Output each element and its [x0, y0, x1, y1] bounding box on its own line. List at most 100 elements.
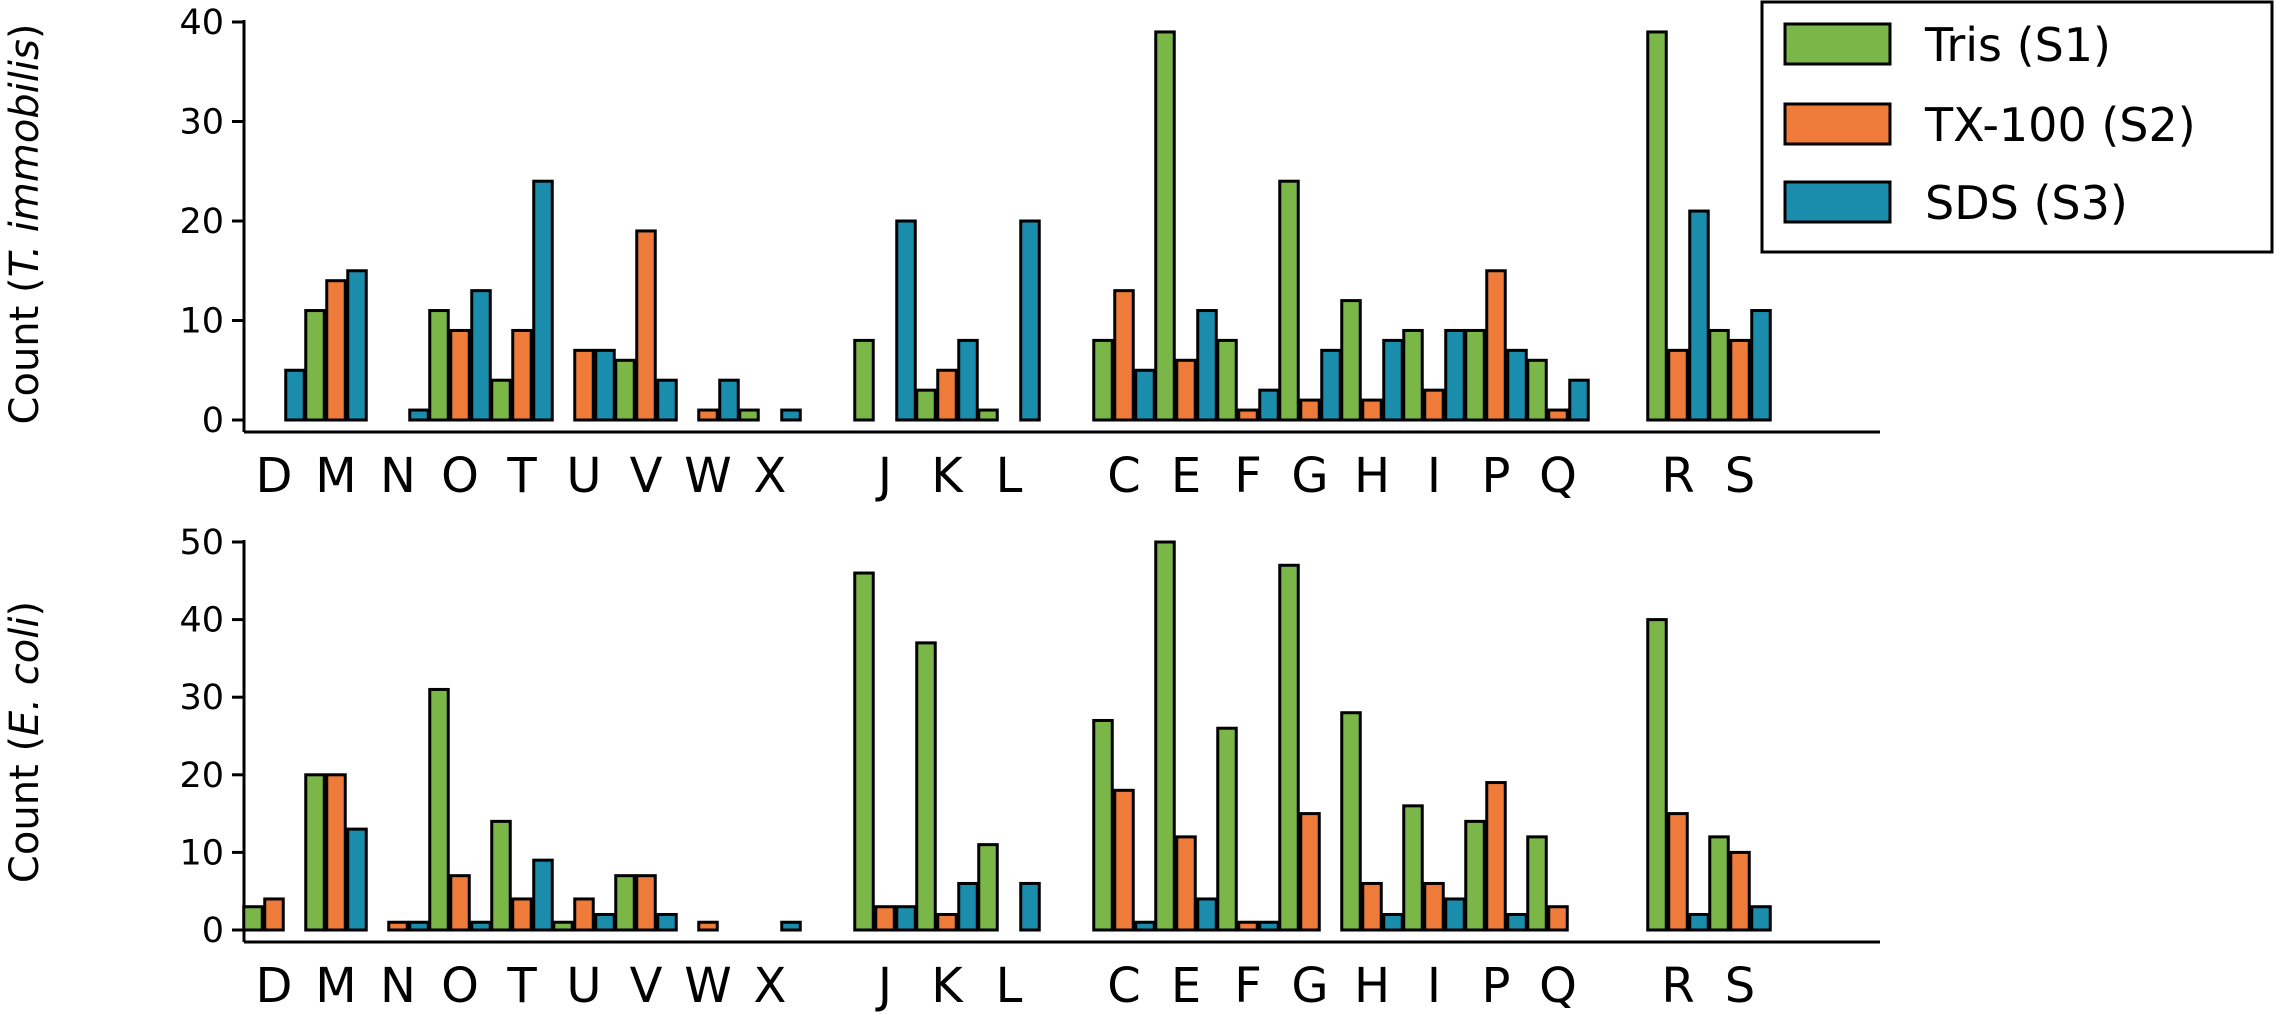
bar-U-s2	[573, 897, 595, 932]
bar-P-s1	[1464, 819, 1486, 932]
bar-O-s1	[428, 687, 450, 932]
bar-T-s3	[532, 179, 554, 422]
bar-H-s2	[1361, 398, 1383, 422]
bar-R-s3	[1688, 912, 1710, 932]
bar-H-s1	[1340, 299, 1362, 422]
legend-item-tris: Tris (S1)	[1783, 18, 2111, 72]
bar-O-s2	[449, 328, 471, 422]
bar-P-s1	[1464, 328, 1486, 422]
bar-Q-s1	[1526, 835, 1548, 932]
y-tick-label: 0	[202, 911, 224, 951]
bar-E-s3	[1196, 309, 1218, 422]
x-tick-label: L	[996, 448, 1023, 504]
x-tick-label: U	[566, 958, 601, 1014]
y-tick-label: 50	[179, 523, 224, 563]
x-tick-label: I	[1427, 448, 1441, 504]
bar-L-s3	[1019, 881, 1041, 932]
bar-M-s1	[304, 773, 326, 932]
x-tick-label: C	[1107, 448, 1141, 504]
bar-V-s1	[614, 358, 636, 422]
bar-F-s1	[1216, 338, 1238, 422]
bar-P-s2	[1485, 269, 1507, 422]
legend-label-tris: Tris (S1)	[1924, 18, 2111, 72]
bar-H-s3	[1382, 912, 1404, 932]
x-tick-label: M	[315, 958, 356, 1014]
bar-K-s1	[915, 641, 937, 932]
bar-E-s2	[1175, 835, 1197, 932]
bar-W-s3	[718, 378, 740, 422]
x-tick-label: W	[684, 448, 731, 504]
bar-D-s2	[263, 897, 285, 932]
y-axis-label-suffix: )	[2, 24, 48, 40]
bar-R-s2	[1667, 812, 1689, 932]
x-tick-label: N	[380, 958, 416, 1014]
bar-O-s1	[428, 309, 450, 422]
x-tick-label: D	[256, 448, 293, 504]
bar-S-s2	[1729, 850, 1751, 932]
bar-S-s1	[1708, 835, 1730, 932]
bar-M-s3	[346, 827, 368, 932]
top-panel-t-immobilis: 0 10 20 30 40 Count (T. immobilis) D M N O T U V W X J K…	[2, 3, 1880, 504]
x-tick-label: H	[1354, 958, 1390, 1014]
bar-C-s3	[1134, 368, 1156, 422]
y-axis-label: Count (E. coli)	[2, 601, 48, 883]
x-tick-label: J	[875, 958, 892, 1014]
bar-L-s3	[1019, 219, 1041, 422]
bar-F-s2	[1237, 920, 1259, 932]
y-axis-label-organism: E. coli	[2, 617, 48, 736]
bar-T-s3	[532, 858, 554, 932]
bar-V-s2	[635, 229, 657, 422]
bar-S-s3	[1750, 905, 1772, 932]
y-tick-label: 10	[179, 833, 224, 873]
bar-I-s1	[1402, 328, 1424, 422]
x-tick-label: E	[1171, 958, 1201, 1014]
x-tick-label: T	[506, 448, 537, 504]
y-axis-label-organism: T. immobilis	[2, 39, 48, 277]
bar-N-s3	[408, 920, 430, 932]
bar-Q-s2	[1547, 408, 1569, 422]
bar-U-s2	[573, 348, 595, 422]
y-tick-label: 30	[179, 678, 224, 718]
bar-L-s1	[977, 843, 999, 932]
y-tick-label: 20	[179, 756, 224, 796]
x-tick-label: M	[315, 448, 356, 504]
legend-item-tx100: TX-100 (S2)	[1783, 98, 2196, 152]
x-tick-label: V	[630, 958, 663, 1014]
bar-J-s3	[895, 219, 917, 422]
bar-D-s3	[284, 368, 306, 422]
bar-V-s3	[656, 912, 678, 932]
y-tick-label: 40	[179, 3, 224, 43]
legend: Tris (S1) TX-100 (S2) SDS (S3)	[1760, 0, 2274, 254]
x-tick-label: W	[684, 958, 731, 1014]
bar-M-s2	[325, 773, 347, 932]
x-tick-label: K	[931, 958, 964, 1014]
bar-O-s2	[449, 874, 471, 932]
bar-C-s2	[1113, 289, 1135, 422]
bar-L-s1	[977, 408, 999, 422]
y-axis-label-suffix: )	[2, 601, 48, 617]
x-tick-label: R	[1661, 958, 1694, 1014]
x-tick-label: G	[1291, 958, 1328, 1014]
bar-S-s3	[1750, 309, 1772, 422]
bar-N-s3	[408, 408, 430, 422]
y-axis-label: Count (T. immobilis)	[2, 24, 48, 425]
x-tick-label: X	[754, 958, 787, 1014]
x-tick-label: E	[1171, 448, 1201, 504]
x-tick-label: J	[875, 448, 892, 504]
x-tick-label: O	[441, 958, 479, 1014]
bar-Q-s2	[1547, 905, 1569, 932]
x-tick-label: X	[754, 448, 787, 504]
x-tick-label: C	[1107, 958, 1141, 1014]
x-tick-label: F	[1234, 958, 1262, 1014]
bar-P-s2	[1485, 781, 1507, 932]
bar-X-s3	[780, 920, 802, 932]
x-tick-label: R	[1661, 448, 1694, 504]
bar-C-s1	[1092, 718, 1114, 932]
bar-G-s3	[1320, 348, 1342, 422]
x-tick-label: F	[1234, 448, 1262, 504]
bar-I-s2	[1423, 388, 1445, 422]
x-tick-label: P	[1482, 958, 1511, 1014]
bar-K-s2	[936, 368, 958, 422]
bar-C-s1	[1092, 338, 1114, 422]
bar-H-s2	[1361, 881, 1383, 932]
